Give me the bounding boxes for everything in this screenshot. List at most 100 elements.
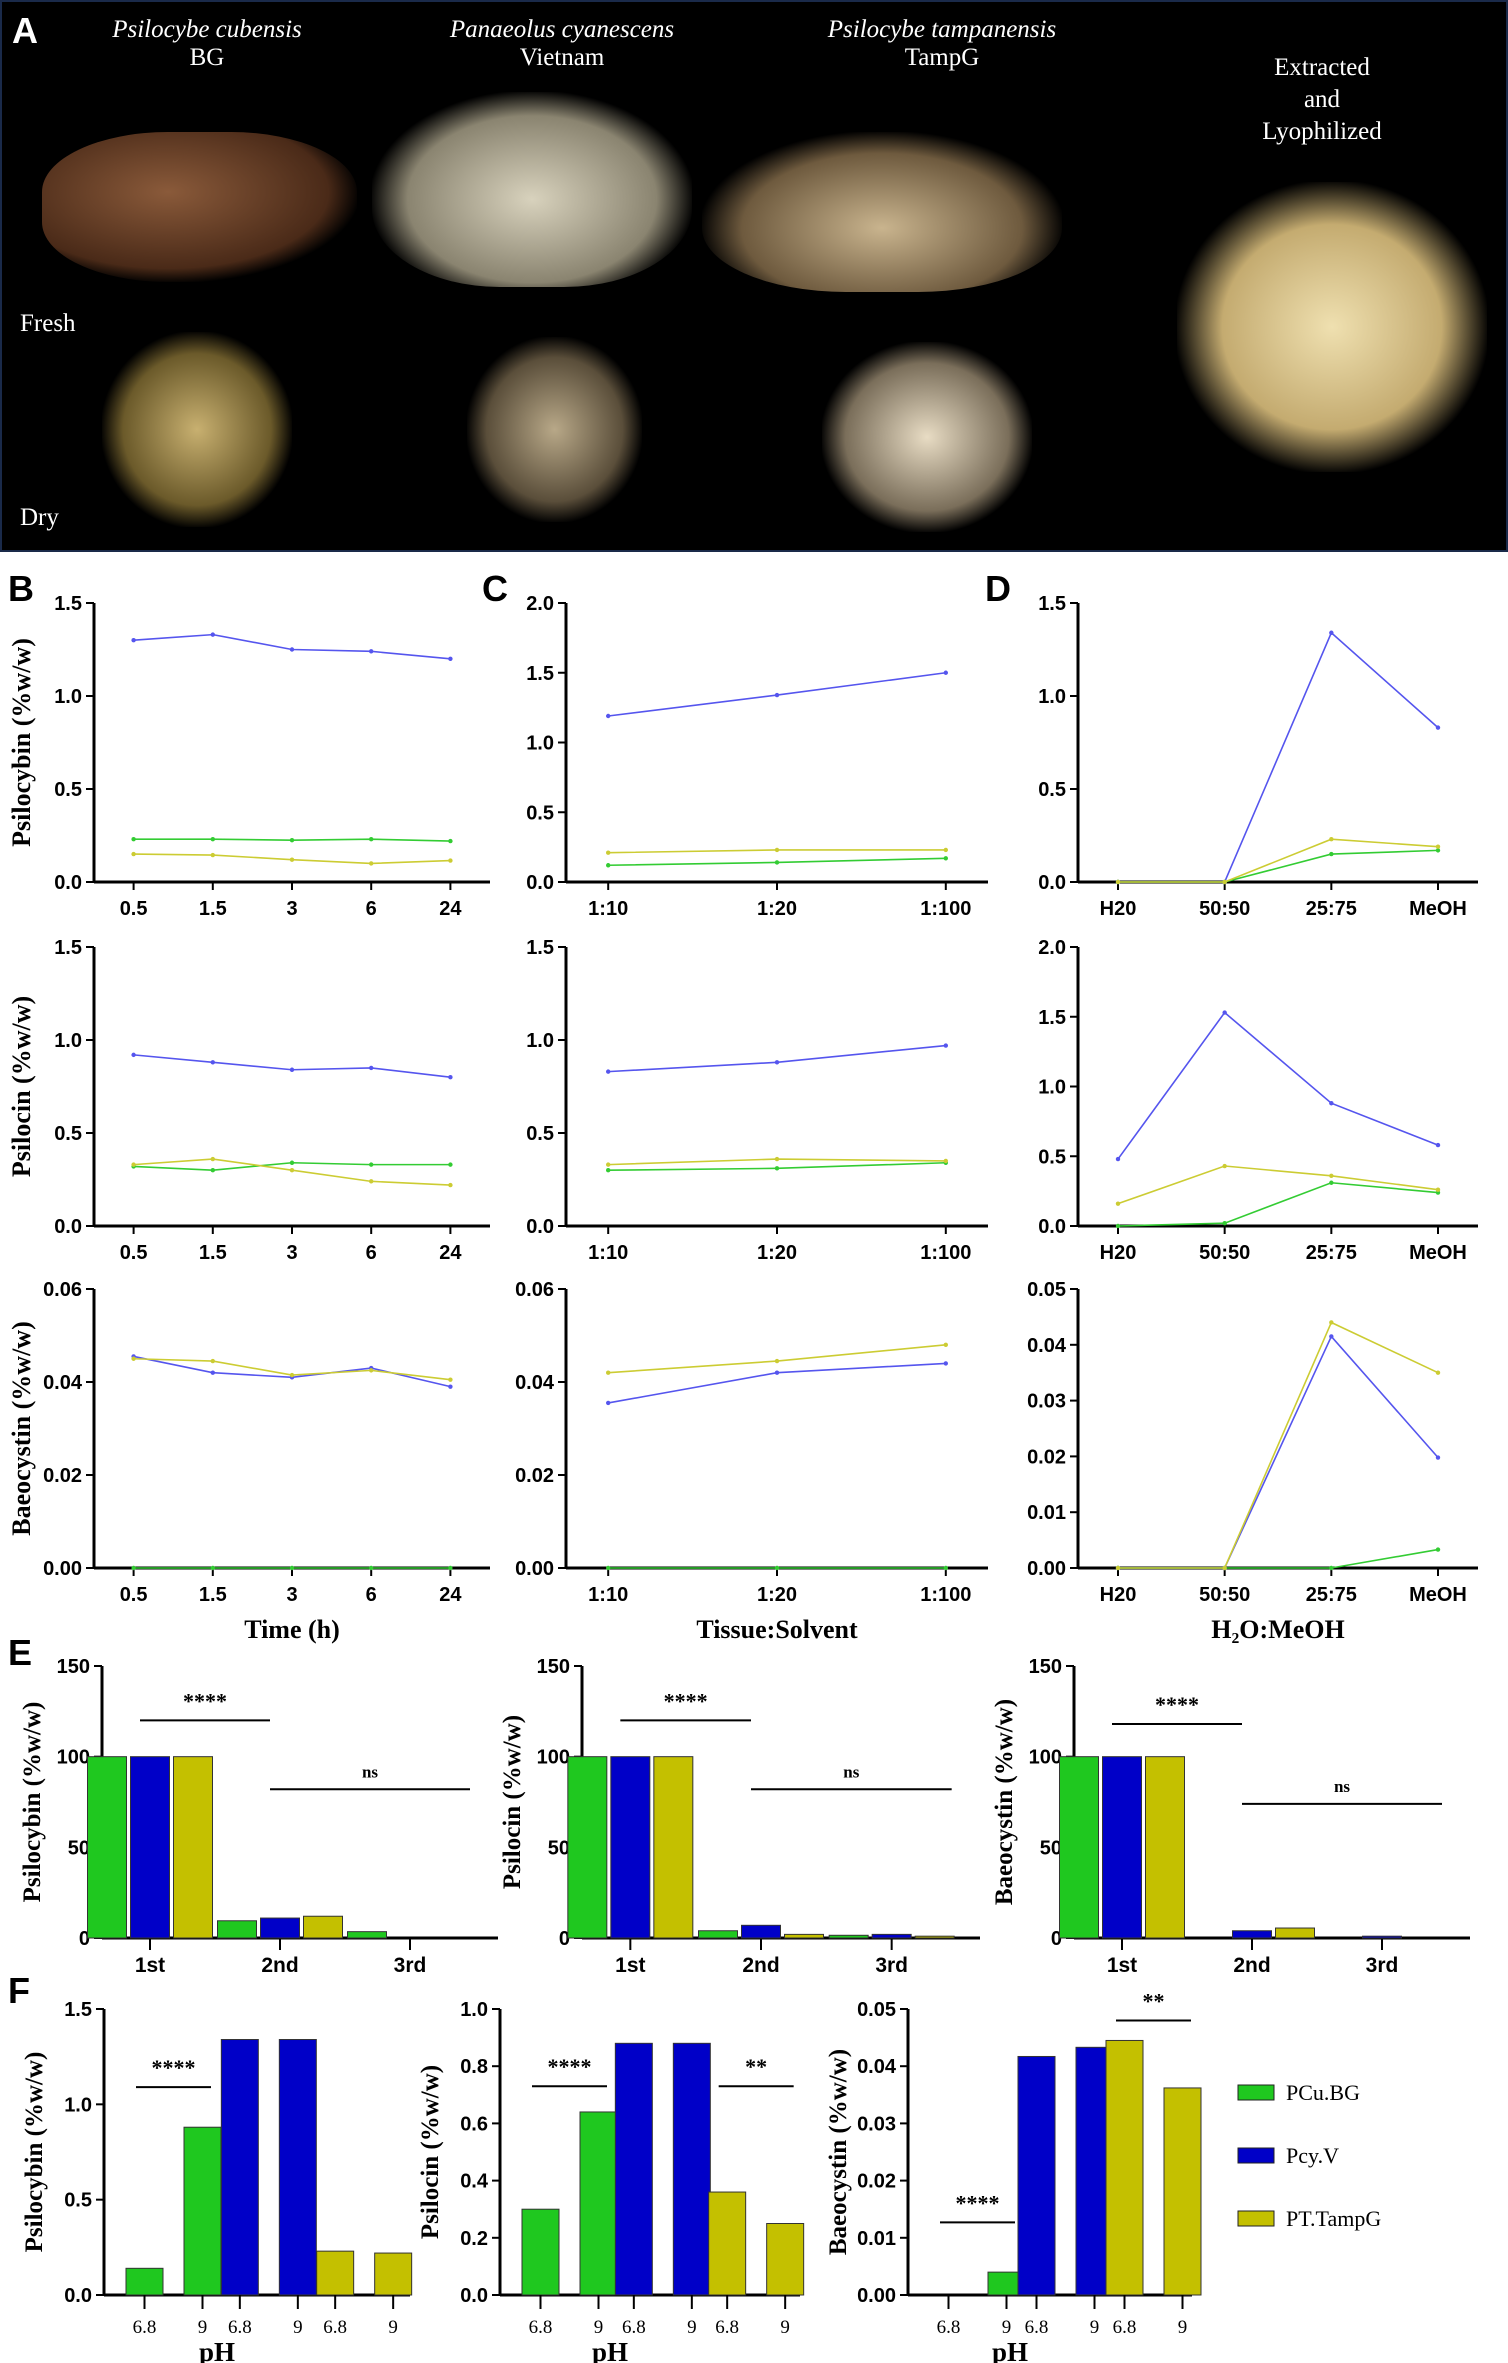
x-tick-label: 1:10 bbox=[588, 898, 628, 920]
y-tick-label: 100 bbox=[1029, 1747, 1062, 1769]
y-axis-label: Psilocin (%w/w) bbox=[499, 1715, 526, 1889]
significance-label: ns bbox=[843, 1762, 859, 1781]
data-point bbox=[210, 837, 215, 842]
data-point bbox=[1435, 1370, 1441, 1375]
series-line-Pcy.V bbox=[1117, 1011, 1439, 1160]
x-tick-label: 1.5 bbox=[199, 1584, 227, 1606]
y-tick-label: 150 bbox=[57, 1656, 90, 1678]
x-tick-label: 9 bbox=[293, 2317, 303, 2338]
y-tick-label: 1.5 bbox=[64, 1999, 92, 2021]
x-tick-label: 50:50 bbox=[1199, 1242, 1250, 1264]
data-point bbox=[1435, 1142, 1441, 1148]
data-point bbox=[131, 638, 136, 643]
x-axis-label: pH bbox=[199, 2337, 235, 2363]
y-tick-label: 0.5 bbox=[54, 779, 82, 801]
legend: PCu.BG Pcy.V PT.TampG bbox=[1237, 2080, 1381, 2231]
x-tick-label: 1:100 bbox=[920, 1242, 971, 1264]
photo-lyophilized bbox=[1177, 182, 1487, 472]
data-point bbox=[289, 1565, 295, 1571]
x-tick-label: 6.8 bbox=[133, 2317, 157, 2338]
significance-label: ** bbox=[1143, 1988, 1165, 2013]
x-tick-label: 9 bbox=[198, 2317, 208, 2338]
data-point bbox=[606, 1162, 611, 1167]
data-point bbox=[606, 850, 611, 855]
x-tick-label: 3rd bbox=[875, 1954, 908, 1977]
x-tick-label: 6 bbox=[366, 1242, 377, 1264]
data-point bbox=[1115, 1201, 1121, 1206]
y-tick-label: 100 bbox=[537, 1747, 570, 1769]
bar-PT.TampG bbox=[1105, 2039, 1144, 2296]
data-point bbox=[774, 1358, 780, 1364]
bar-PT.TampG bbox=[316, 2250, 355, 2296]
data-point bbox=[1222, 1010, 1227, 1015]
y-tick-label: 0.0 bbox=[526, 872, 554, 894]
chart-b-6: 0.00 0.02 0.04 0.06 Baeocystin (%w/w) Time (h… bbox=[7, 1279, 490, 1644]
x-tick-label: 1st bbox=[135, 1954, 165, 1977]
series-line-Pcy.V bbox=[133, 1054, 451, 1078]
x-tick-label: 1:10 bbox=[588, 1584, 628, 1606]
data-point bbox=[369, 649, 374, 654]
y-tick-label: 0.5 bbox=[526, 802, 554, 824]
data-point bbox=[1329, 837, 1334, 842]
photo-tampanensis-fresh bbox=[702, 132, 1062, 292]
bar-Pcy.V bbox=[610, 1756, 651, 1939]
x-tick-label: 9 bbox=[594, 2317, 604, 2338]
y-tick-label: 0.00 bbox=[1027, 1558, 1066, 1580]
y-tick-label: 2.0 bbox=[526, 593, 554, 615]
data-point bbox=[943, 856, 948, 861]
x-tick-label: 9 bbox=[780, 2317, 790, 2338]
y-tick-label: 1.5 bbox=[526, 937, 554, 959]
bar-PCu.BG bbox=[698, 1930, 738, 1939]
chart-d-2: 0.0 0.5 1.0 1.5 H20 50:50 25:75 MeOH bbox=[1038, 593, 1478, 920]
bar-Pcy.V bbox=[614, 2042, 653, 2296]
x-tick-label: H20 bbox=[1100, 1242, 1137, 1264]
y-tick-label: 1.0 bbox=[1038, 1077, 1066, 1099]
data-point bbox=[369, 1565, 374, 1571]
y-tick-label: 100 bbox=[57, 1747, 90, 1769]
y-tick-label: 0.04 bbox=[43, 1372, 83, 1394]
series-line-PCu.BG bbox=[1118, 1548, 1439, 1569]
photo-cubensis-dry bbox=[102, 332, 292, 527]
y-tick-label: 0.2 bbox=[460, 2228, 488, 2250]
x-tick-label: 9 bbox=[1090, 2317, 1100, 2338]
significance-label: **** bbox=[183, 1688, 227, 1713]
y-tick-label: 50 bbox=[548, 1837, 570, 1859]
y-tick-label: 0.0 bbox=[1038, 1216, 1066, 1238]
x-tick-label: 1:20 bbox=[757, 1242, 797, 1264]
data-point bbox=[210, 632, 215, 637]
data-point bbox=[1329, 1173, 1334, 1178]
x-tick-label: 25:75 bbox=[1306, 1584, 1357, 1606]
data-point bbox=[1329, 1334, 1334, 1339]
dry-label: Dry bbox=[20, 504, 59, 531]
data-point bbox=[448, 1162, 453, 1167]
data-point bbox=[369, 1368, 374, 1373]
y-tick-label: 0.03 bbox=[857, 2113, 896, 2135]
y-tick-label: 0.02 bbox=[515, 1465, 554, 1487]
data-point bbox=[1435, 848, 1441, 853]
significance-label: ns bbox=[362, 1762, 378, 1781]
data-point bbox=[448, 858, 453, 863]
bar-PT.TampG bbox=[374, 2252, 413, 2296]
bar-Pcy.V bbox=[871, 1933, 912, 1939]
x-tick-label: 0.5 bbox=[120, 1242, 148, 1264]
x-tick-label: 1:100 bbox=[920, 1584, 971, 1606]
data-point bbox=[774, 847, 780, 853]
data-point bbox=[606, 1370, 611, 1375]
data-point bbox=[448, 1182, 453, 1188]
data-point bbox=[131, 1565, 136, 1571]
x-tick-label: 9 bbox=[1178, 2317, 1188, 2338]
bar-PCu.BG bbox=[828, 1934, 869, 1939]
x-tick-label: 6.8 bbox=[228, 2317, 252, 2338]
data-point bbox=[774, 1156, 780, 1162]
data-point bbox=[210, 1060, 215, 1065]
x-axis-label: pH bbox=[592, 2337, 628, 2363]
chart-b-0: 0.0 0.5 1.0 1.5 Psilocybin (%w/w) 0.5 1.5 3 6 24 bbox=[7, 593, 490, 920]
significance-label: ns bbox=[1334, 1777, 1350, 1796]
chart-b-3: 0.0 0.5 1.0 1.5 Psilocin (%w/w) 0.5 1.5 3 6 24 bbox=[7, 937, 490, 1264]
bar-PT.TampG bbox=[914, 1935, 955, 1939]
chart-c-1: 0.0 0.5 1.0 1.5 2.0 1:10 1:20 1:100 bbox=[526, 593, 988, 920]
data-point bbox=[943, 1565, 948, 1571]
x-tick-label: 3 bbox=[286, 1584, 297, 1606]
data-point bbox=[943, 1043, 948, 1048]
